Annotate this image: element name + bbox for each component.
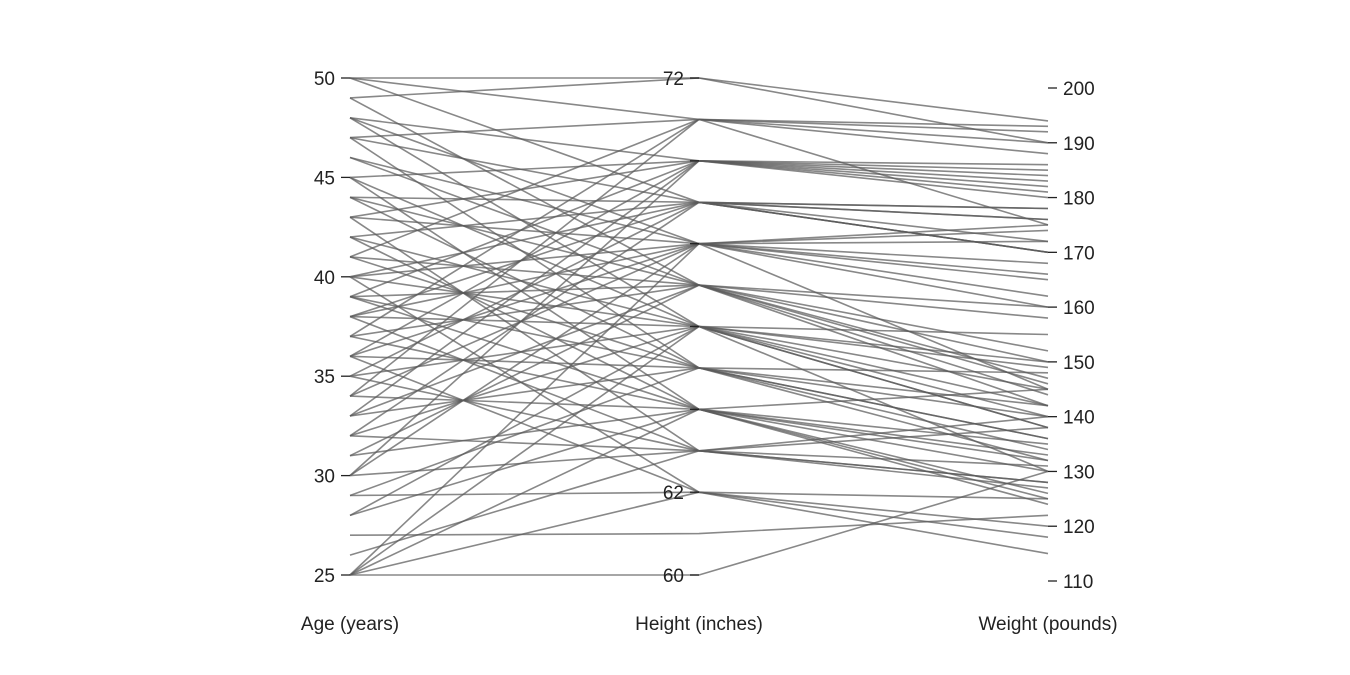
profile-line-32 (349, 355, 1049, 538)
profile-line-48 (349, 256, 1049, 440)
age-tick-label-25: 25 (314, 566, 335, 587)
profile-line-74 (350, 77, 1049, 144)
age-tick-label-50: 50 (314, 69, 335, 90)
weight-tick-label-190: 190 (1063, 134, 1095, 155)
weight-tick-label-180: 180 (1063, 189, 1095, 210)
age-tick-label-35: 35 (314, 367, 335, 388)
height-tick-label-60: 60 (663, 566, 684, 587)
weight-tick-label-170: 170 (1063, 243, 1095, 264)
weight-tick-label-110: 110 (1063, 572, 1093, 593)
profile-line-36 (349, 315, 1049, 391)
age-tick-label-40: 40 (314, 268, 335, 289)
profile-line-49 (349, 118, 1049, 258)
profile-line-35 (349, 118, 1049, 338)
age-axis-label: Age (years) (301, 614, 399, 635)
weight-axis: Weight (pounds) 110 120 130 140 150 160 170 180… (978, 79, 1117, 635)
weight-tick-label-200: 200 (1063, 79, 1095, 100)
height-axis-label: Height (inches) (635, 614, 763, 635)
profile-line-55 (349, 159, 1049, 218)
profile-line-66 (349, 136, 1049, 440)
profile-line-71 (349, 97, 1049, 380)
weight-axis-label: Weight (pounds) (978, 614, 1117, 635)
profile-line-37 (349, 201, 1049, 318)
age-axis: Age (years) 25 30 35 40 45 50 (301, 69, 399, 635)
weight-tick-label-160: 160 (1063, 298, 1095, 319)
profile-line-70 (349, 117, 1049, 308)
weight-tick-label-150: 150 (1063, 353, 1095, 374)
age-tick-label-30: 30 (314, 467, 335, 488)
weight-tick-label-130: 130 (1063, 462, 1095, 483)
height-tick-label-72: 72 (663, 69, 684, 90)
weight-tick-label-120: 120 (1063, 517, 1095, 538)
height-tick-label-62: 62 (663, 483, 684, 504)
age-tick-label-45: 45 (314, 168, 335, 189)
profile-line-75 (349, 77, 1049, 226)
height-axis: Height (inches) 60 62 72 (635, 69, 763, 635)
weight-tick-label-140: 140 (1063, 408, 1095, 429)
profile-line-73 (349, 77, 1049, 254)
